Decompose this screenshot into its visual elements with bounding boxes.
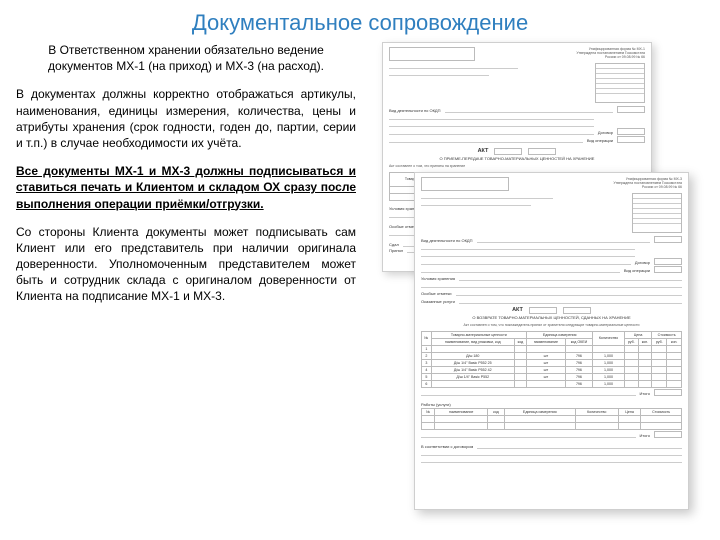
text-column: В Ответственном хранении обязательно вед… xyxy=(16,42,356,512)
mx3-table1: №Товарно-материальные ценностиЕдиница из… xyxy=(421,331,682,388)
mx1-header-right: Унифицированная форма № МХ-1 Утверждена … xyxy=(543,47,645,60)
mx3-act: АКТ xyxy=(512,307,523,313)
document-mx3: Унифицированная форма № МХ-3 Утверждена … xyxy=(414,172,689,510)
mx3-sub: О ВОЗВРАТЕ ТОВАРНО-МАТЕРИАЛЬНЫХ ЦЕННОСТЕ… xyxy=(421,315,682,320)
mx1-sub: О ПРИЕМЕ-ПЕРЕДАЧЕ ТОВАРНО-МАТЕРИАЛЬНЫХ Ц… xyxy=(389,156,645,161)
paragraph-4: Со стороны Клиента документы может подпи… xyxy=(16,224,356,305)
page-title: Документальное сопровождение xyxy=(0,0,720,42)
figure-column: Унифицированная форма № МХ-1 Утверждена … xyxy=(364,42,710,512)
mx3-header-right: Унифицированная форма № МХ-3 Утверждена … xyxy=(578,177,682,190)
slide: Документальное сопровождение В Ответстве… xyxy=(0,0,720,540)
paragraph-2: В документах должны корректно отображать… xyxy=(16,86,356,151)
content-row: В Ответственном хранении обязательно вед… xyxy=(0,42,720,512)
mx3-table2: №наименованиекодЕдиница измеренияКоличес… xyxy=(421,408,682,430)
paragraph-1: В Ответственном хранении обязательно вед… xyxy=(16,42,356,74)
paragraph-3: Все документы МХ-1 и МХ-3 должны подписы… xyxy=(16,163,356,212)
mx1-act: АКТ xyxy=(478,148,489,154)
